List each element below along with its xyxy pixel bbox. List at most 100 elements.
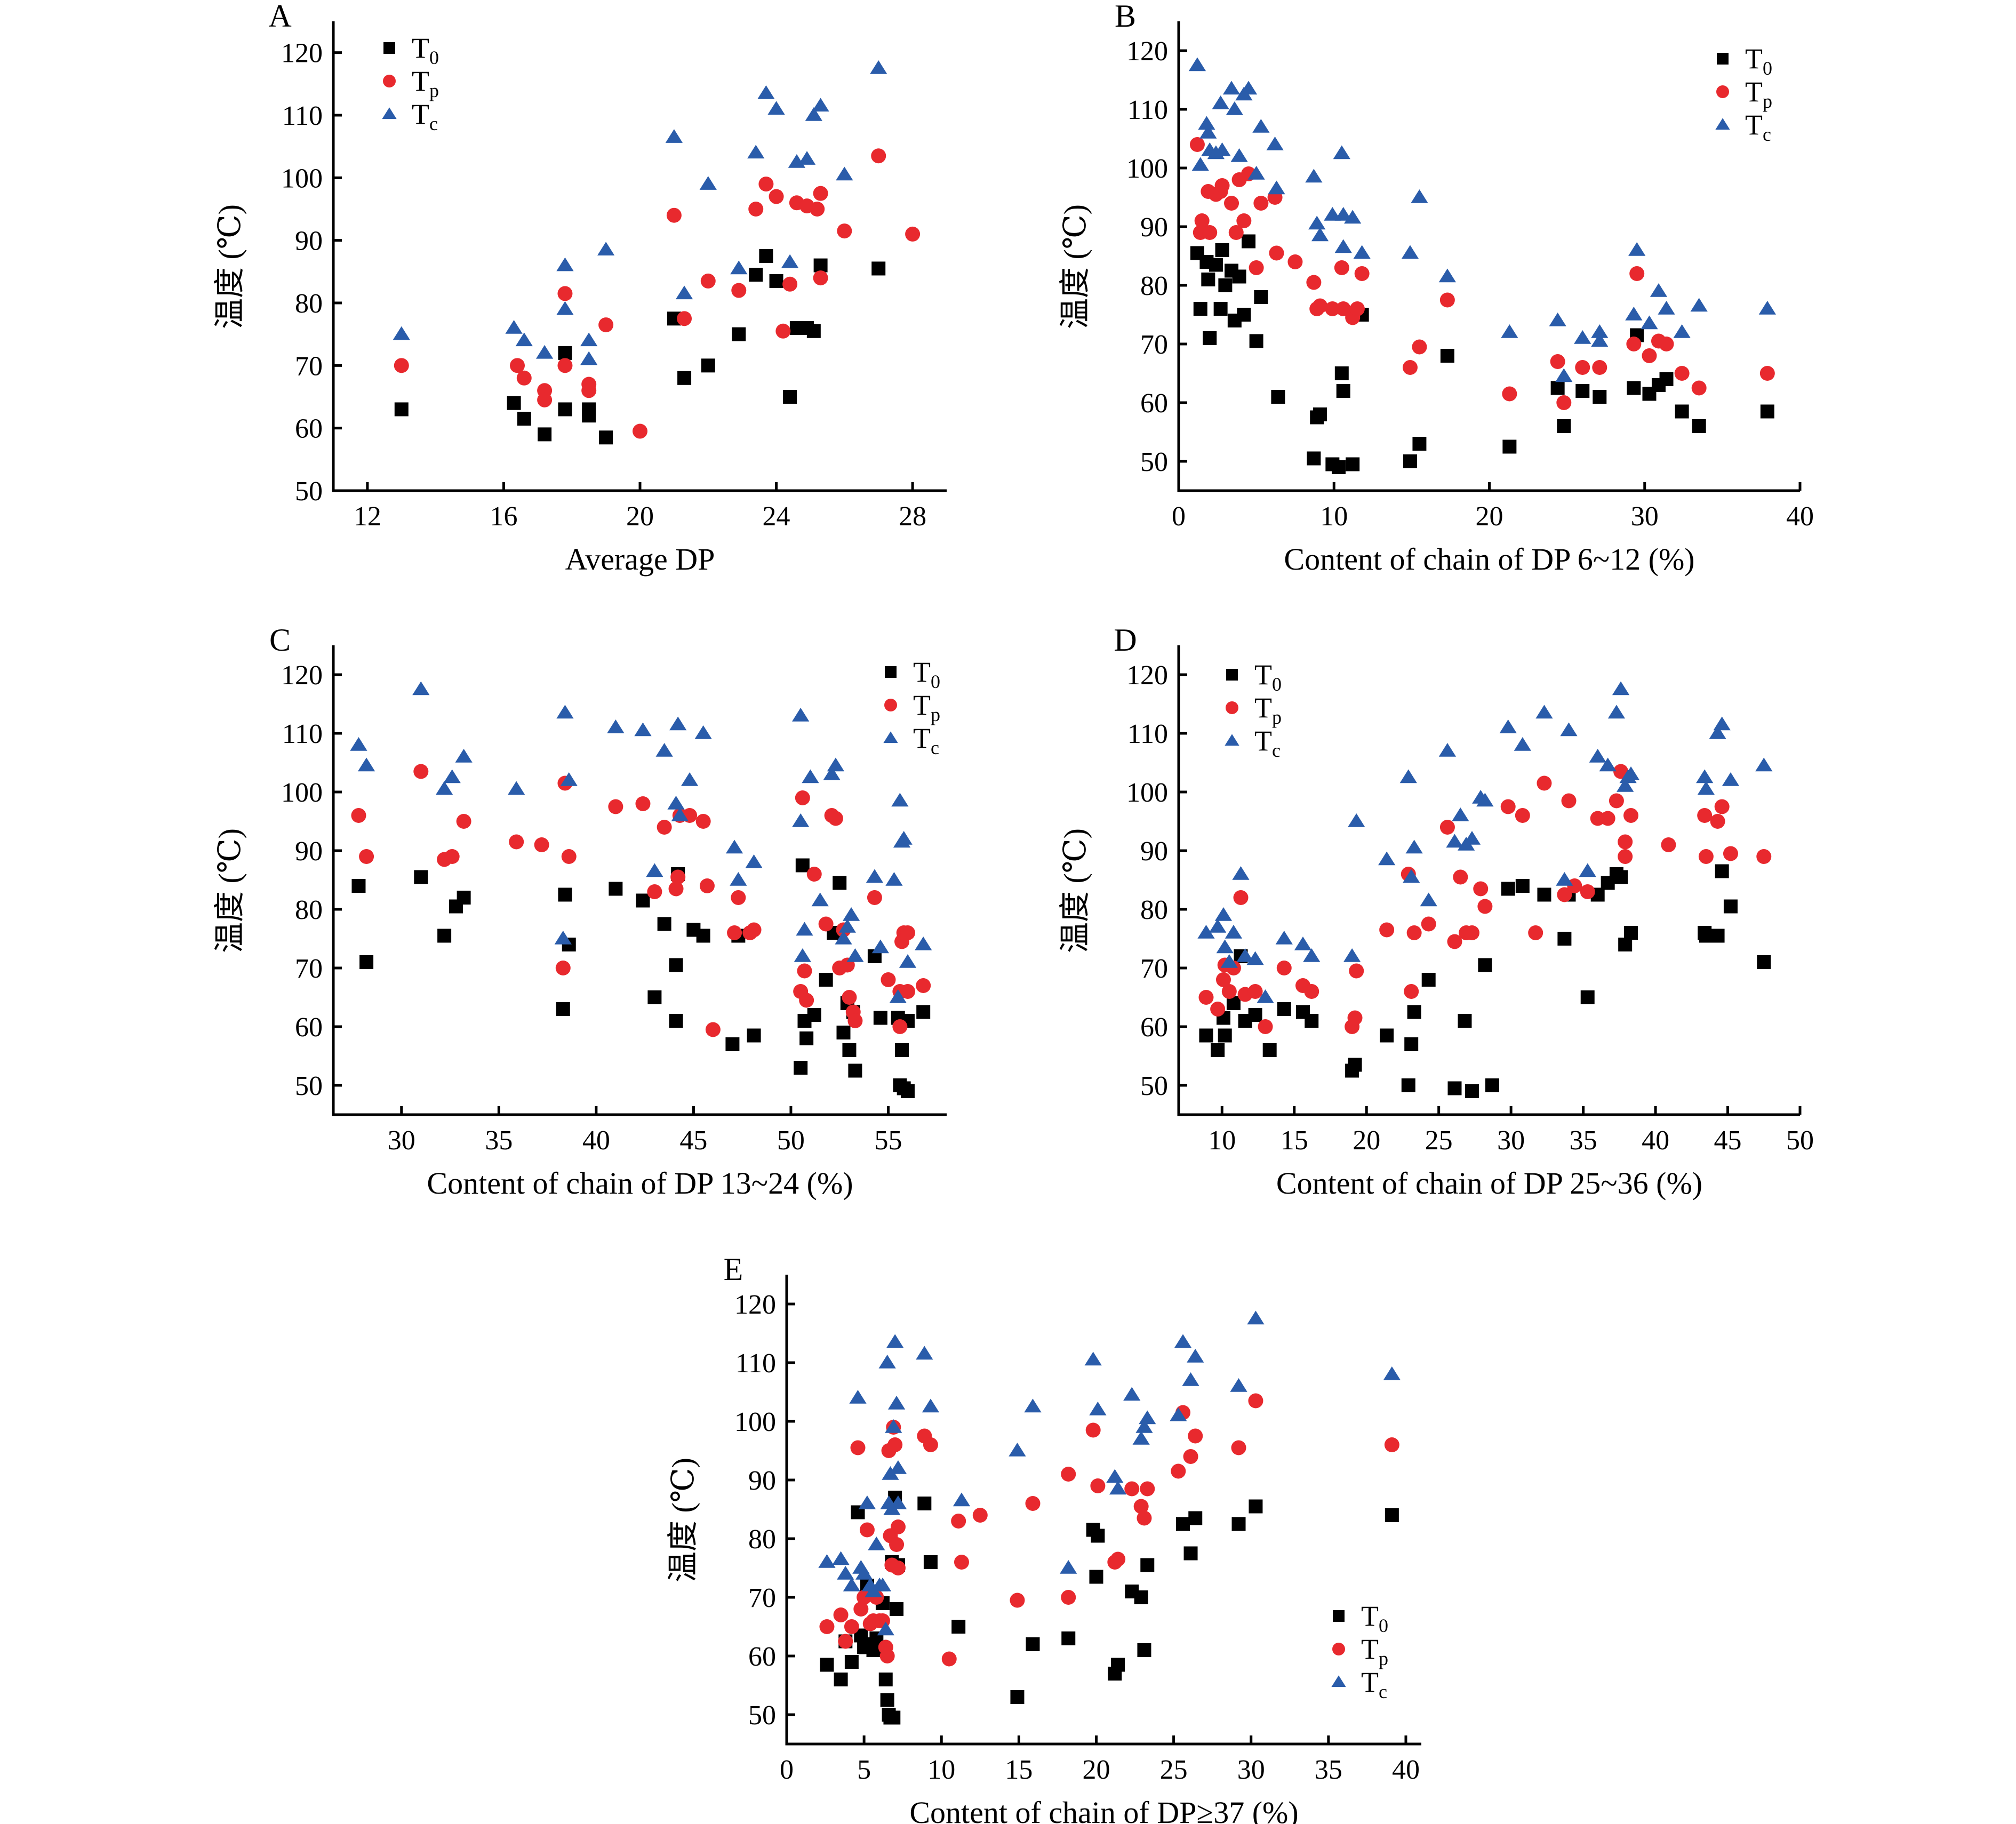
data-point — [1659, 372, 1674, 386]
data-point — [1305, 1014, 1319, 1028]
data-point — [916, 1346, 933, 1360]
data-point — [1464, 925, 1479, 940]
data-point — [580, 351, 598, 365]
data-point — [1658, 301, 1675, 315]
data-point — [1759, 366, 1775, 381]
x-tick-label: 30 — [1497, 1125, 1525, 1156]
data-point — [1618, 938, 1633, 951]
data-point — [1760, 404, 1774, 419]
data-point — [889, 1460, 907, 1474]
data-point — [885, 1419, 902, 1433]
data-point — [508, 781, 525, 795]
data-point — [351, 808, 366, 823]
y-tick-label: 70 — [295, 351, 323, 381]
data-point — [846, 948, 864, 962]
data-point — [655, 743, 673, 757]
data-point — [1438, 743, 1457, 757]
legend-label: T — [1361, 1600, 1379, 1632]
y-tick-label: 70 — [748, 1583, 776, 1613]
data-point — [892, 1019, 908, 1034]
data-point — [556, 705, 574, 719]
data-point — [554, 931, 572, 945]
data-point — [1324, 207, 1341, 221]
panel-label: D — [1114, 622, 1137, 658]
data-point — [669, 1014, 683, 1028]
data-point — [1659, 337, 1674, 351]
legend-entry: T0 — [412, 32, 439, 68]
data-point — [878, 1673, 893, 1686]
data-point — [1137, 1643, 1151, 1657]
data-point — [859, 1522, 875, 1538]
y-tick-label: 90 — [1140, 836, 1168, 867]
data-point — [1294, 937, 1312, 950]
data-point — [1579, 863, 1596, 877]
series-tp — [1198, 764, 1772, 1034]
y-tick-label: 120 — [281, 38, 323, 69]
data-point — [757, 85, 775, 99]
data-point — [871, 148, 886, 164]
data-point — [1625, 307, 1643, 321]
data-point — [1230, 1378, 1247, 1392]
data-point — [435, 781, 453, 795]
data-point — [730, 872, 747, 886]
y-axis-label: 温度 (℃) — [666, 1458, 700, 1582]
y-tick-label: 80 — [295, 289, 323, 319]
x-tick-label: 20 — [1082, 1755, 1110, 1785]
y-tick-label: 50 — [295, 476, 323, 507]
data-point — [1257, 989, 1274, 1003]
x-tick-label: 24 — [763, 501, 790, 532]
data-point — [1618, 849, 1633, 864]
data-point — [1123, 1387, 1141, 1401]
data-point — [558, 887, 572, 902]
data-point — [1557, 887, 1572, 902]
data-point — [833, 876, 847, 890]
legend-subscript: 0 — [931, 671, 940, 692]
data-point — [700, 273, 716, 289]
x-tick-label: 16 — [490, 501, 517, 532]
data-point — [900, 1084, 915, 1098]
data-point — [1556, 395, 1572, 410]
data-point — [1723, 846, 1738, 861]
data-point — [871, 261, 886, 276]
data-point — [1458, 1014, 1472, 1028]
data-point — [1404, 984, 1419, 999]
data-point — [1233, 890, 1249, 905]
data-point — [1313, 407, 1327, 421]
y-tick-label: 80 — [295, 895, 323, 925]
data-point — [1501, 882, 1515, 896]
series-tc — [818, 1310, 1401, 1636]
data-point — [455, 749, 473, 763]
data-point — [923, 1437, 938, 1452]
data-point — [769, 274, 783, 288]
data-point — [359, 955, 374, 969]
data-point — [1262, 1043, 1277, 1057]
data-point — [917, 1497, 932, 1510]
x-tick-label: 0 — [780, 1755, 794, 1785]
data-point — [725, 839, 743, 854]
data-point — [1198, 116, 1215, 130]
data-point — [922, 1398, 940, 1413]
data-point — [1209, 919, 1227, 933]
data-point — [1132, 1431, 1150, 1445]
series-tc — [393, 60, 887, 365]
legend-subscript: c — [429, 113, 438, 134]
data-point — [1124, 1481, 1140, 1497]
x-tick-label: 30 — [1631, 501, 1659, 532]
data-point — [515, 332, 533, 347]
legend-marker — [383, 42, 395, 54]
data-point — [1515, 879, 1530, 893]
data-point — [1439, 292, 1455, 308]
data-point — [900, 925, 915, 940]
data-point — [1560, 722, 1578, 737]
data-point — [671, 807, 689, 821]
legend-label: T — [412, 65, 429, 97]
legend-entry: Tc — [1361, 1666, 1387, 1702]
data-point — [1193, 302, 1207, 316]
data-point — [1306, 275, 1322, 290]
y-tick-label: 70 — [1140, 954, 1168, 984]
data-point — [1600, 811, 1615, 826]
data-point — [1268, 180, 1285, 195]
data-point — [1253, 196, 1269, 211]
data-point — [818, 916, 834, 932]
x-tick-label: 35 — [1570, 1125, 1597, 1156]
